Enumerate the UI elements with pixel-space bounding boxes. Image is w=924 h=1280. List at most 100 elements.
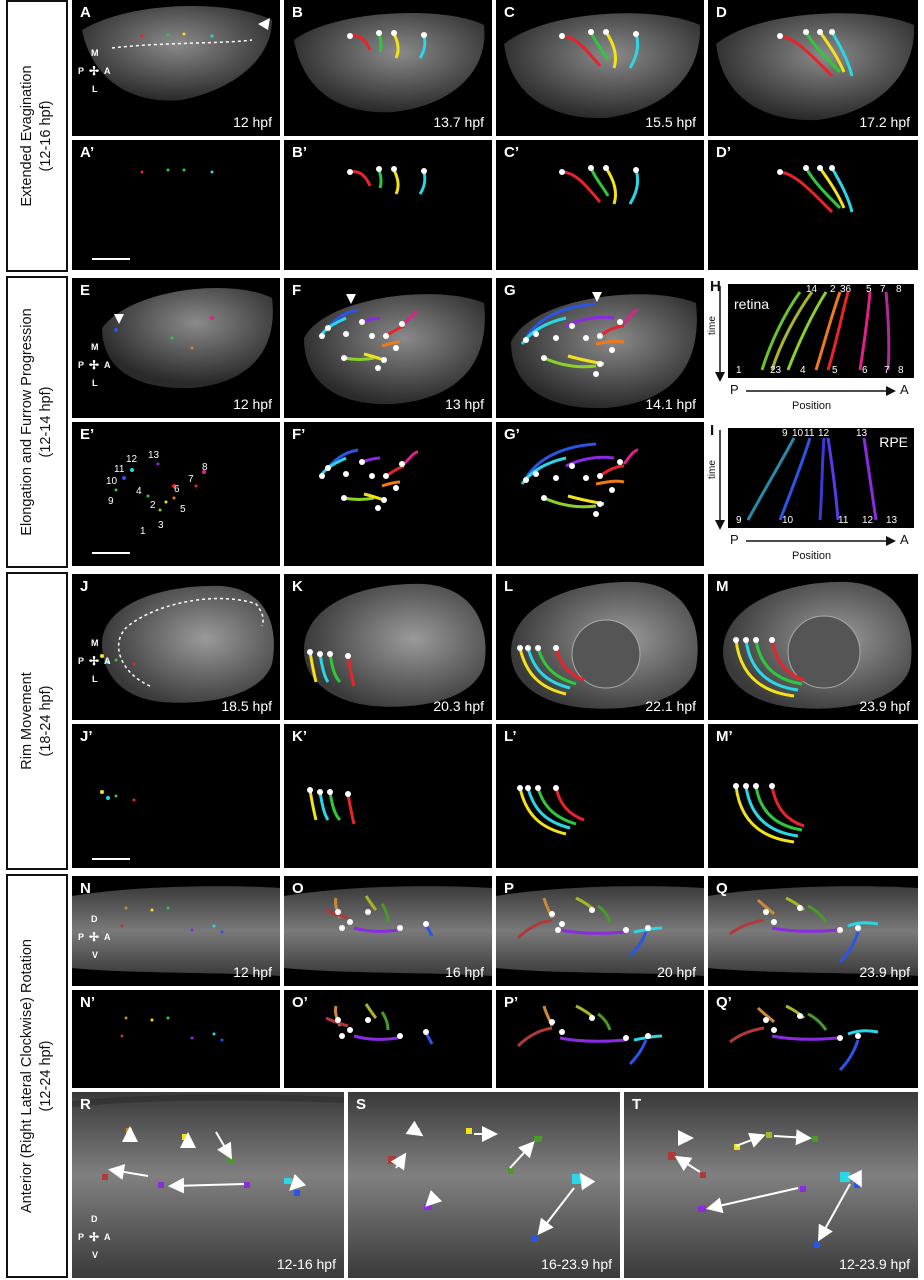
panel-label: J bbox=[80, 578, 89, 595]
panel-time: 20.3 hpf bbox=[433, 698, 484, 714]
panel-O-prime: O’ bbox=[284, 990, 492, 1088]
panel-M-prime: M’ bbox=[708, 724, 918, 868]
panel-Q: Q 23.9 hpf bbox=[708, 876, 918, 986]
panel-label: Q’ bbox=[716, 994, 732, 1011]
panel-label: E’ bbox=[80, 426, 95, 443]
cell-number: 4 bbox=[136, 486, 142, 497]
x-axis-left: P bbox=[730, 532, 739, 547]
bottom-number: 12 bbox=[862, 515, 874, 526]
scale-bar bbox=[92, 258, 130, 260]
panel-M: M 23.9 hpf bbox=[708, 574, 918, 720]
panel-label: O’ bbox=[292, 994, 308, 1011]
position-axis-arrow bbox=[746, 386, 896, 396]
time-axis-label: time bbox=[706, 460, 718, 479]
scale-bar bbox=[92, 552, 130, 554]
panel-Q-prime: Q’ bbox=[708, 990, 918, 1088]
panel-L-prime: L’ bbox=[496, 724, 704, 868]
section-extended-evagination: Extended Evagination (12-16 hpf) bbox=[6, 0, 68, 272]
panel-time: 16 hpf bbox=[445, 964, 484, 980]
panel-O: O 16 hpf bbox=[284, 876, 492, 986]
bottom-number: 9 bbox=[736, 515, 742, 526]
top-number: 14 bbox=[806, 284, 818, 295]
panel-label: D’ bbox=[716, 144, 731, 161]
panel-label: G bbox=[504, 282, 516, 299]
cell-number: 11 bbox=[114, 464, 125, 475]
section-label: Elongation and Furrow Progression (12-14 … bbox=[19, 308, 54, 536]
panel-N-prime: N’ bbox=[72, 990, 280, 1088]
panel-F-prime: F’ bbox=[284, 422, 492, 566]
section-rim-movement: Rim Movement (18-24 hpf) bbox=[6, 572, 68, 870]
cell-number: 6 bbox=[174, 484, 180, 495]
panel-time: 12 hpf bbox=[233, 396, 272, 412]
panel-B-prime: B’ bbox=[284, 140, 492, 270]
panel-A-prime: A’ bbox=[72, 140, 280, 270]
panel-R: R D P ✢ A V 12-16 hpf bbox=[72, 1092, 344, 1278]
plot-area: RPE 9 10 11 12 13 9 10 11 12 13 bbox=[728, 428, 914, 528]
time-axis-arrow bbox=[715, 286, 725, 382]
x-axis-label: Position bbox=[792, 400, 832, 412]
cell-number: 7 bbox=[188, 474, 194, 485]
time-axis-arrow bbox=[715, 430, 725, 530]
panel-T: T 12-23.9 hpf bbox=[624, 1092, 918, 1278]
panel-label: S bbox=[356, 1096, 367, 1113]
panel-J: J M P ✢ A L 18.5 hpf bbox=[72, 574, 280, 720]
panel-time: 23.9 hpf bbox=[859, 964, 910, 980]
plot-I: I RPE 9 10 11 12 13 9 10 11 12 13 time P… bbox=[706, 422, 918, 568]
position-axis-arrow bbox=[746, 536, 896, 546]
panel-label: C’ bbox=[504, 144, 519, 161]
panel-label: A’ bbox=[80, 144, 95, 161]
panel-label: H bbox=[710, 278, 721, 295]
plot-tag: RPE bbox=[879, 434, 908, 450]
panel-P: P 20 hpf bbox=[496, 876, 704, 986]
panel-G: G 14.1 hpf bbox=[496, 278, 704, 418]
panel-E: E M P ✢ A L 12 hpf bbox=[72, 278, 280, 418]
panel-label: R bbox=[80, 1096, 91, 1113]
panel-F: F 13 hpf bbox=[284, 278, 492, 418]
section-elongation-furrow: Elongation and Furrow Progression (12-14 … bbox=[6, 276, 68, 568]
bottom-number: 5 bbox=[832, 365, 838, 376]
bottom-number: 6 bbox=[862, 365, 868, 376]
panel-label: T bbox=[632, 1096, 642, 1113]
section-label: Anterior (Right Lateral Clockwise) Rotat… bbox=[19, 939, 54, 1213]
panel-label: P bbox=[504, 880, 515, 897]
panel-time: 15.5 hpf bbox=[645, 114, 696, 130]
panel-P-prime: P’ bbox=[496, 990, 704, 1088]
panel-D-prime: D’ bbox=[708, 140, 918, 270]
cell-number: 10 bbox=[106, 476, 118, 487]
panel-time: 16-23.9 hpf bbox=[541, 1256, 612, 1272]
top-number: 2 bbox=[830, 284, 836, 295]
top-number: 12 bbox=[818, 428, 830, 439]
top-number: 10 bbox=[792, 428, 804, 439]
cell-number: 9 bbox=[108, 496, 114, 507]
section-label: Rim Movement (18-24 hpf) bbox=[19, 672, 54, 770]
panel-label: M’ bbox=[716, 728, 733, 745]
panel-time: 23.9 hpf bbox=[859, 698, 910, 714]
panel-label: L bbox=[504, 578, 514, 595]
panel-time: 20 hpf bbox=[657, 964, 696, 980]
top-number: 13 bbox=[856, 428, 868, 439]
x-axis-label: Position bbox=[792, 550, 832, 562]
panel-time: 12-16 hpf bbox=[276, 1256, 336, 1272]
panel-G-prime: G’ bbox=[496, 422, 704, 566]
top-number: 9 bbox=[782, 428, 788, 439]
cell-number: 2 bbox=[150, 500, 156, 511]
section-label: Extended Evagination (12-16 hpf) bbox=[19, 65, 54, 207]
panel-label: E bbox=[80, 282, 91, 299]
panel-J-prime: J’ bbox=[72, 724, 280, 868]
cell-number: 5 bbox=[180, 504, 186, 515]
bottom-number: 13 bbox=[886, 515, 898, 526]
panel-label: B’ bbox=[292, 144, 307, 161]
panel-time: 14.1 hpf bbox=[645, 396, 696, 412]
bottom-number: 10 bbox=[782, 515, 794, 526]
top-number: 7 bbox=[880, 284, 886, 295]
panel-label: K bbox=[292, 578, 303, 595]
compass-icon: D P ✢ A V bbox=[78, 914, 111, 960]
bottom-number: 4 bbox=[800, 365, 806, 376]
panel-time: 17.2 hpf bbox=[859, 114, 910, 130]
panel-S: S 16-23.9 hpf bbox=[348, 1092, 620, 1278]
panel-label: O bbox=[292, 880, 304, 897]
bottom-number: 11 bbox=[838, 515, 849, 526]
panel-label: D bbox=[716, 4, 727, 21]
panel-K-prime: K’ bbox=[284, 724, 492, 868]
panel-time: 18.5 hpf bbox=[221, 698, 272, 714]
